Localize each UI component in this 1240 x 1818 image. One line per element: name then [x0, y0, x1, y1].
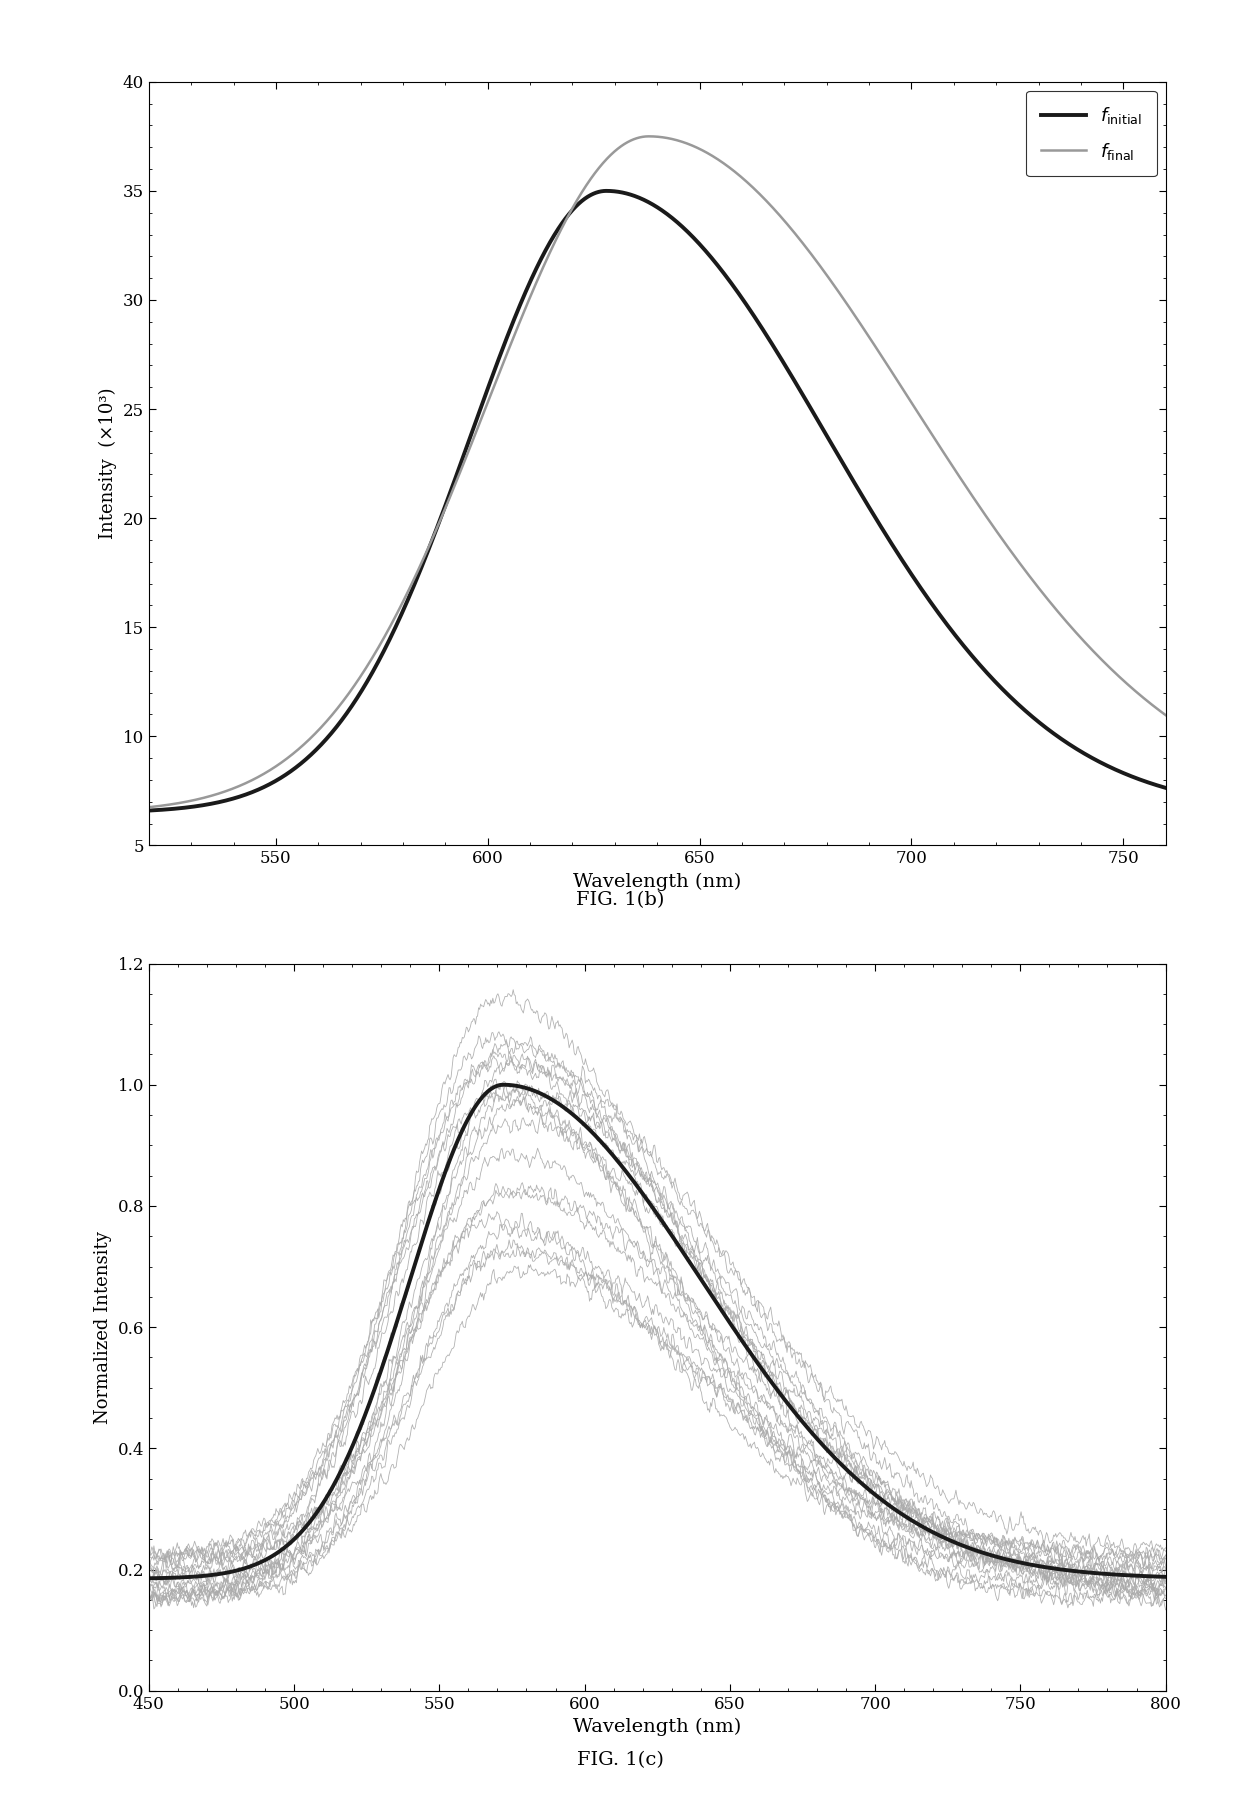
$f_{\mathrm{final}}$: [609, 138, 624, 160]
$f_{\mathrm{initial}}$: [1128, 767, 1143, 789]
$f_{\mathrm{initial}}$: [141, 800, 156, 822]
$f_{\mathrm{final}}$: [636, 125, 651, 147]
$f_{\mathrm{initial}}$: [599, 180, 614, 202]
$f_{\mathrm{final}}$: [193, 787, 208, 809]
$f_{\mathrm{final}}$: [141, 796, 156, 818]
Legend: $f_{\mathrm{initial}}$, $f_{\mathrm{final}}$: $f_{\mathrm{initial}}$, $f_{\mathrm{fina…: [1027, 91, 1157, 176]
$f_{\mathrm{initial}}$: [942, 618, 957, 640]
Line: $f_{\mathrm{final}}$: $f_{\mathrm{final}}$: [149, 136, 1166, 807]
Y-axis label: Intensity  (×10³): Intensity (×10³): [99, 387, 117, 540]
$f_{\mathrm{initial}}$: [193, 794, 208, 816]
$f_{\mathrm{final}}$: [942, 451, 957, 473]
Text: FIG. 1(b): FIG. 1(b): [575, 891, 665, 909]
$f_{\mathrm{final}}$: [641, 125, 656, 147]
$f_{\mathrm{final}}$: [1128, 680, 1143, 702]
$f_{\mathrm{initial}}$: [1158, 776, 1173, 798]
$f_{\mathrm{final}}$: [1158, 704, 1173, 725]
$f_{\mathrm{final}}$: [1130, 682, 1145, 704]
$f_{\mathrm{initial}}$: [636, 189, 651, 211]
Y-axis label: Normalized Intensity: Normalized Intensity: [94, 1231, 112, 1423]
X-axis label: Wavelength (nm): Wavelength (nm): [573, 1718, 742, 1736]
Line: $f_{\mathrm{initial}}$: $f_{\mathrm{initial}}$: [149, 191, 1166, 811]
Text: FIG. 1(c): FIG. 1(c): [577, 1751, 663, 1769]
$f_{\mathrm{initial}}$: [609, 180, 624, 202]
X-axis label: Wavelength (nm): Wavelength (nm): [573, 873, 742, 891]
$f_{\mathrm{initial}}$: [1130, 767, 1145, 789]
